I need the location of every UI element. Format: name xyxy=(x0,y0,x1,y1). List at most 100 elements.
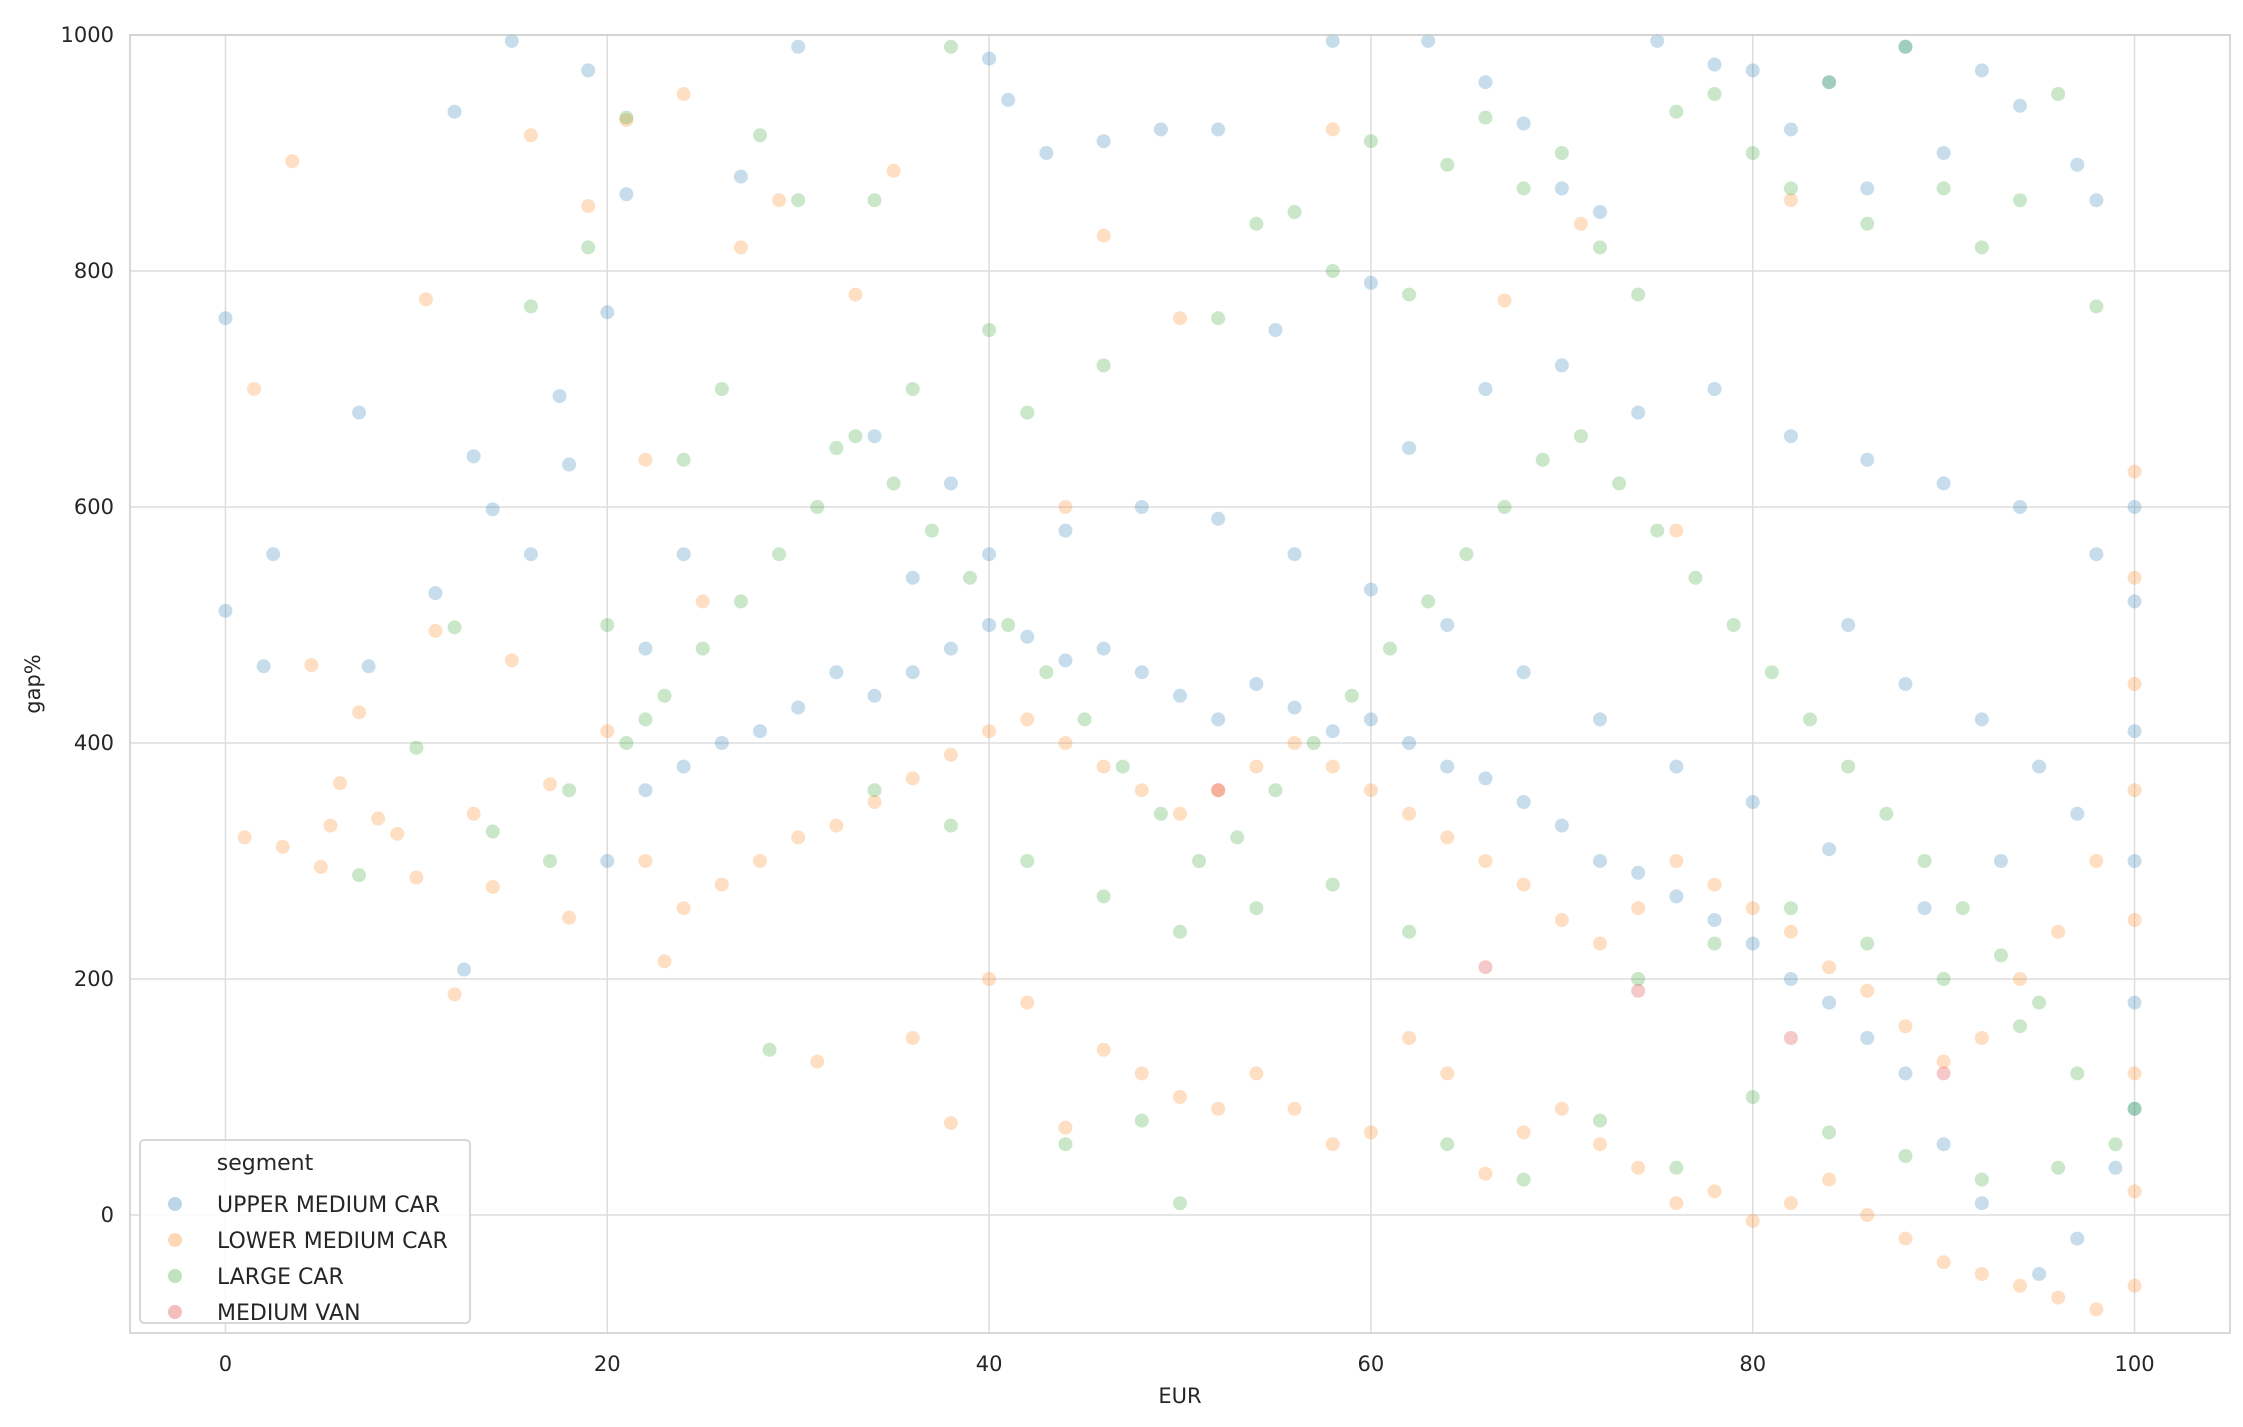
data-point xyxy=(1936,476,1951,491)
data-point xyxy=(1440,830,1455,845)
data-point xyxy=(1593,936,1607,951)
data-point xyxy=(333,776,347,791)
data-point xyxy=(1383,641,1397,656)
data-point xyxy=(1325,724,1340,739)
data-point xyxy=(943,39,958,54)
data-point xyxy=(1993,948,2008,963)
data-point xyxy=(2127,1101,2142,1116)
data-point xyxy=(1631,287,1646,302)
data-point xyxy=(1860,1031,1875,1045)
data-point xyxy=(1822,960,1837,975)
y-tick-label: 400 xyxy=(74,731,114,755)
data-point xyxy=(657,954,672,969)
data-point xyxy=(1363,783,1378,798)
data-point xyxy=(1631,1160,1646,1175)
data-point xyxy=(676,452,691,467)
data-point xyxy=(2108,1137,2123,1152)
data-point xyxy=(1363,134,1378,149)
data-point xyxy=(1783,924,1798,939)
legend: segment UPPER MEDIUM CAR LOWER MEDIUM CAR… xyxy=(139,1139,471,1326)
data-point xyxy=(867,193,882,208)
data-point xyxy=(695,594,710,609)
data-point xyxy=(1554,358,1569,373)
data-point xyxy=(1325,264,1340,278)
data-point xyxy=(733,169,748,184)
data-point xyxy=(638,452,653,467)
data-point xyxy=(1822,842,1837,857)
data-point xyxy=(1535,452,1550,467)
data-point xyxy=(485,824,500,839)
data-point xyxy=(1402,441,1417,455)
data-point xyxy=(1344,688,1359,703)
data-point xyxy=(2127,464,2142,479)
data-point xyxy=(2051,87,2066,101)
data-point xyxy=(1173,806,1187,821)
data-point xyxy=(2127,677,2142,691)
data-point xyxy=(1669,104,1684,119)
data-point xyxy=(1860,181,1875,196)
data-point xyxy=(1096,641,1111,656)
data-point xyxy=(1860,216,1875,231)
data-point xyxy=(1822,75,1837,90)
data-point xyxy=(1402,924,1417,939)
data-point xyxy=(2127,594,2142,609)
x-tick-label: 60 xyxy=(1358,1352,1385,1376)
y-tick-label: 800 xyxy=(74,259,114,283)
data-point xyxy=(1593,1137,1607,1152)
data-point xyxy=(1497,293,1512,308)
data-point xyxy=(504,33,519,48)
data-point xyxy=(1173,1196,1187,1211)
data-point xyxy=(1974,1031,1989,1045)
data-point xyxy=(1211,122,1226,137)
data-point xyxy=(352,705,367,720)
data-point xyxy=(1306,736,1321,750)
data-point xyxy=(1478,771,1493,786)
data-point xyxy=(1783,193,1798,208)
data-point xyxy=(848,429,863,444)
data-point xyxy=(1058,523,1073,538)
data-point xyxy=(1440,618,1455,632)
data-point xyxy=(1249,1066,1264,1081)
data-point xyxy=(323,818,338,833)
data-point xyxy=(1153,806,1168,821)
data-point xyxy=(1745,63,1760,78)
data-point xyxy=(1363,275,1378,290)
data-point xyxy=(1936,181,1951,196)
data-point xyxy=(1134,783,1149,798)
x-tick-label: 40 xyxy=(976,1352,1003,1376)
data-point xyxy=(943,641,958,656)
data-point xyxy=(1822,1125,1837,1140)
data-point xyxy=(2032,1267,2047,1281)
data-point xyxy=(1573,216,1588,231)
data-point xyxy=(1287,547,1302,562)
data-point xyxy=(1593,712,1607,727)
legend-marker xyxy=(168,1269,182,1283)
data-point xyxy=(1803,712,1817,727)
data-point xyxy=(600,305,615,320)
data-point xyxy=(1153,122,1168,137)
data-point xyxy=(600,618,615,632)
data-point xyxy=(1115,759,1130,774)
data-point xyxy=(848,287,863,302)
y-axis-ticks: 0 200 400 600 800 1000 xyxy=(61,23,114,1227)
data-point xyxy=(2127,724,2142,739)
data-point xyxy=(2070,1066,2085,1081)
y-tick-label: 1000 xyxy=(61,23,114,47)
data-point xyxy=(1745,936,1760,951)
data-point xyxy=(1001,92,1016,107)
data-point xyxy=(1516,181,1531,196)
data-point xyxy=(275,839,290,854)
data-point xyxy=(1516,795,1531,809)
data-point xyxy=(1707,57,1722,72)
data-point xyxy=(562,457,577,472)
data-point xyxy=(1516,877,1531,892)
data-point xyxy=(791,830,806,845)
data-point xyxy=(1440,157,1455,172)
legend-marker xyxy=(168,1233,182,1247)
data-point xyxy=(1134,665,1149,680)
data-point xyxy=(1516,1125,1531,1140)
data-point xyxy=(1573,429,1588,444)
data-point xyxy=(1955,901,1970,916)
data-point xyxy=(2127,1101,2142,1116)
data-point xyxy=(418,292,433,307)
